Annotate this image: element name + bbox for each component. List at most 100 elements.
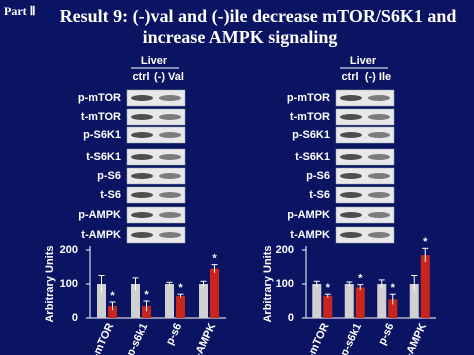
blot-label: p-S6K1: [83, 129, 121, 141]
y-tick-label: 100: [276, 278, 294, 290]
blot-label: p-mTOR: [287, 92, 330, 104]
blot-band: [159, 132, 181, 138]
blot-strip: [335, 89, 395, 107]
blot-band: [368, 154, 390, 160]
blot-band: [340, 132, 362, 138]
significance-star: *: [178, 282, 183, 294]
bar: [108, 306, 117, 318]
blot-band: [131, 114, 153, 120]
significance-star: *: [212, 253, 217, 265]
blot-band: [159, 95, 181, 101]
significance-star: *: [110, 290, 115, 302]
significance-star: *: [423, 236, 428, 248]
significance-star: *: [391, 282, 396, 294]
title-line: Result 9: (-)val and (-)ile decrease mTO…: [60, 6, 457, 27]
blot-label: p-mTOR: [78, 92, 121, 104]
blot-strip: [126, 108, 186, 126]
bar: [312, 284, 322, 318]
blot-label: p-S6K1: [292, 129, 330, 141]
significance-star: *: [358, 273, 363, 285]
blot-strip: [126, 148, 186, 166]
blot-label: t-S6: [309, 189, 330, 201]
lane-label: ctrl: [341, 71, 358, 83]
bar: [210, 268, 219, 318]
blot-band: [368, 114, 390, 120]
blot-label: t-AMPK: [81, 229, 121, 241]
blot-strip: [126, 126, 186, 144]
bar: [131, 284, 140, 318]
blot-band: [340, 212, 362, 218]
blot-band: [131, 192, 153, 198]
bar: [377, 284, 387, 318]
significance-star: *: [144, 289, 149, 301]
blot-strip: [335, 148, 395, 166]
blot-strip: [126, 226, 186, 244]
bar: [409, 284, 419, 318]
blot-band: [159, 114, 181, 120]
blot-band: [131, 212, 153, 218]
blot-band: [368, 132, 390, 138]
blot-band: [131, 173, 153, 179]
blot-band: [159, 154, 181, 160]
bar: [355, 287, 365, 318]
y-tick-label: 200: [276, 244, 294, 256]
blot-strip: [335, 206, 395, 224]
blot-band: [340, 114, 362, 120]
bar: [176, 295, 185, 318]
bar: [142, 306, 151, 318]
blot-band: [340, 154, 362, 160]
significance-star: *: [326, 282, 331, 294]
blot-label: t-S6K1: [86, 151, 121, 163]
blot-label: t-mTOR: [290, 111, 330, 123]
lane-label: (-) Ile: [365, 71, 391, 83]
bar: [199, 284, 208, 318]
tissue-label: Liver: [141, 55, 168, 67]
blot-strip: [335, 226, 395, 244]
blot-band: [368, 192, 390, 198]
blot-band: [340, 95, 362, 101]
blot-label: t-S6K1: [295, 151, 330, 163]
blot-band: [131, 154, 153, 160]
blot-strip: [126, 186, 186, 204]
blot-band: [131, 232, 153, 238]
bar: [165, 284, 174, 318]
bar: [323, 295, 333, 318]
blot-strip: [126, 167, 186, 185]
blot-strip: [335, 186, 395, 204]
blot-strip: [335, 108, 395, 126]
blot-band: [340, 192, 362, 198]
blot-band: [368, 232, 390, 238]
blot-band: [368, 95, 390, 101]
blot-label: t-mTOR: [81, 111, 121, 123]
blot-band: [340, 232, 362, 238]
blot-label: p-S6: [97, 170, 121, 182]
blot-strip: [335, 126, 395, 144]
blot-label: p-AMPK: [287, 209, 330, 221]
bar: [388, 299, 398, 318]
blot-band: [131, 132, 153, 138]
bar: [97, 284, 106, 318]
blot-strip: [335, 167, 395, 185]
title-line: increase AMPK signaling: [143, 27, 338, 47]
blot-band: [159, 173, 181, 179]
y-axis-label: Arbitrary Units: [44, 245, 56, 322]
blot-label: p-S6: [306, 170, 330, 182]
lane-label: (-) Val: [154, 71, 184, 83]
y-tick-label: 100: [60, 278, 78, 290]
blot-band: [368, 212, 390, 218]
blot-band: [340, 173, 362, 179]
blot-band: [131, 95, 153, 101]
blot-strip: [126, 89, 186, 107]
blot-label: t-S6: [100, 189, 121, 201]
blot-band: [368, 173, 390, 179]
blot-strip: [126, 206, 186, 224]
y-tick-label: 200: [60, 244, 78, 256]
lane-label: ctrl: [132, 71, 149, 83]
tissue-label: Liver: [350, 55, 377, 67]
y-tick-label: 0: [288, 312, 294, 324]
blot-band: [159, 212, 181, 218]
blot-band: [159, 192, 181, 198]
part-label: Part Ⅱ: [4, 4, 36, 18]
